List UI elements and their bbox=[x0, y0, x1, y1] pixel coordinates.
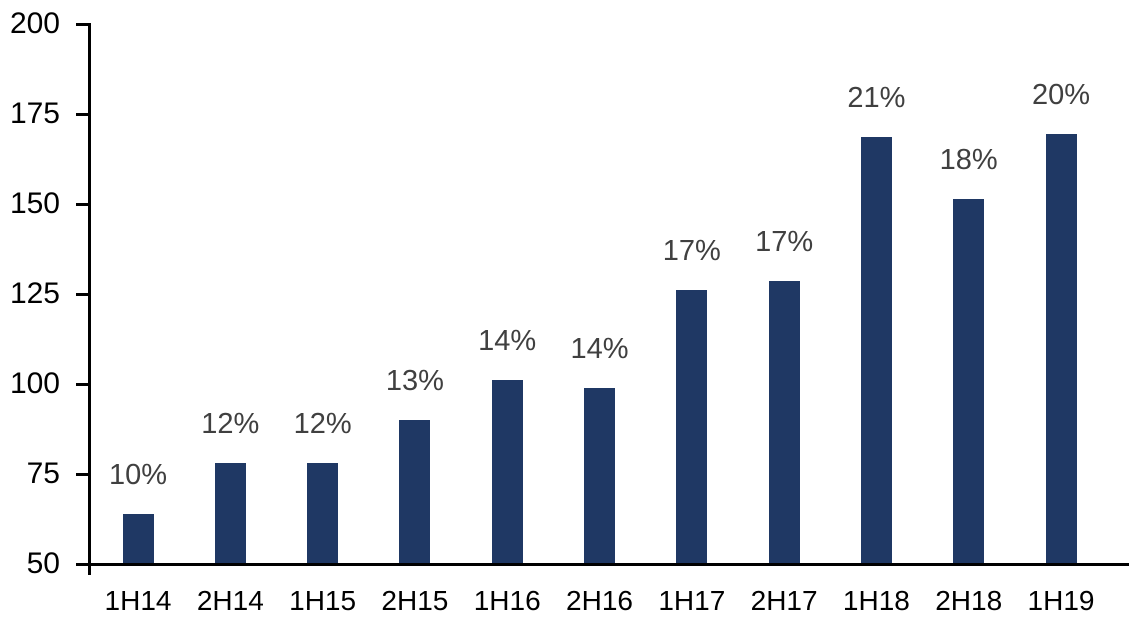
bar-1h17 bbox=[676, 290, 708, 564]
y-axis-tick bbox=[76, 22, 88, 26]
y-axis-tick-label: 50 bbox=[26, 547, 60, 580]
bar-1h18 bbox=[860, 137, 892, 564]
x-axis-category-label: 2H14 bbox=[196, 585, 264, 616]
y-axis-tick bbox=[76, 292, 88, 296]
bar-value-label: 12% bbox=[293, 408, 352, 441]
bar-1h16 bbox=[491, 380, 523, 564]
bar-value-label: 21% bbox=[847, 82, 906, 115]
y-axis-tick-label: 125 bbox=[9, 277, 60, 310]
bar-2h17 bbox=[768, 281, 800, 564]
x-axis-category-label: 2H16 bbox=[566, 585, 633, 616]
bar-2h15 bbox=[399, 420, 431, 564]
bar-value-label: 12% bbox=[201, 408, 260, 441]
bar-value-label: 20% bbox=[1031, 78, 1091, 111]
bar-value-label: 18% bbox=[939, 143, 998, 176]
y-axis-tick-label: 175 bbox=[9, 97, 60, 130]
bar-value-label: 14% bbox=[478, 325, 537, 358]
y-axis-tick-label: 200 bbox=[9, 7, 60, 40]
x-axis-category-label: 2H18 bbox=[935, 585, 1003, 616]
y-axis-tick-label: 150 bbox=[9, 187, 60, 220]
bar-2h18 bbox=[953, 198, 985, 564]
y-axis-tick bbox=[76, 562, 88, 566]
bar-1h19 bbox=[1045, 133, 1077, 564]
x-axis-line bbox=[83, 562, 1129, 566]
x-axis-category-label: 2H17 bbox=[750, 585, 818, 616]
x-axis-category-label: 1H19 bbox=[1027, 585, 1095, 616]
x-axis-category-label: 1H18 bbox=[842, 585, 910, 616]
y-axis-line bbox=[88, 23, 91, 575]
x-axis-category-label: 1H16 bbox=[473, 585, 541, 616]
bar-2h16 bbox=[584, 387, 615, 564]
y-axis-tick bbox=[76, 382, 88, 386]
y-axis-tick bbox=[76, 112, 88, 116]
bar-2h14 bbox=[214, 463, 246, 564]
bar-value-label: 17% bbox=[755, 226, 814, 259]
bar-1h14 bbox=[122, 513, 154, 564]
bar-value-label: 13% bbox=[385, 365, 444, 397]
x-axis-category-label: 2H15 bbox=[381, 585, 449, 616]
bar-value-label: 14% bbox=[570, 332, 629, 365]
x-axis-category-label: 1H15 bbox=[289, 585, 357, 616]
y-axis-tick-label: 75 bbox=[26, 457, 60, 490]
bar-value-label: 17% bbox=[662, 235, 721, 268]
y-axis-tick bbox=[76, 472, 88, 476]
bar-1h15 bbox=[307, 463, 339, 564]
bar-value-label: 10% bbox=[108, 458, 168, 491]
y-axis-tick bbox=[76, 202, 88, 206]
y-axis-tick-label: 100 bbox=[9, 367, 60, 400]
x-axis-category-label: 1H17 bbox=[658, 585, 726, 616]
x-axis-category-label: 1H14 bbox=[104, 585, 172, 616]
